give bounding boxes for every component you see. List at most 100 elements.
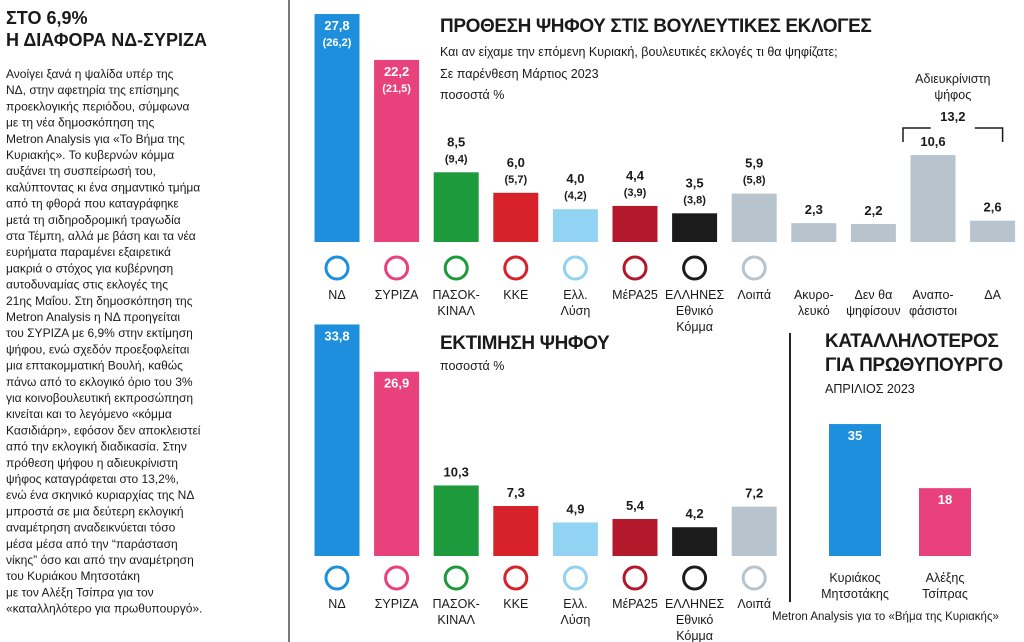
category-label: Κόμμα [676,320,713,334]
article-line: πάνω από το εκλογικό όριο του 3% [6,375,193,389]
category-label: Λύση [560,304,590,318]
article-line: στα Τέμπη, αλλά με βάση και τα νέα [6,229,196,243]
chart-subtitle: ποσοστά % [440,359,504,373]
value-label: 6,0 [507,155,525,170]
value-label: 8,5 [447,134,465,149]
bar [672,213,718,242]
value-label: 2,2 [864,203,882,218]
article-line: μπροστά σε μια δεύτερη εκλογική [6,504,184,518]
annotation-bracket [902,127,1004,142]
article-line: πρόθεση ψήφου η αδιευκρίνιστη [6,456,178,470]
category-label: ΜέΡΑ25 [612,597,658,611]
bar [791,223,837,242]
chart-subtitle: ΑΠΡΙΛΙΟΣ 2023 [825,382,915,396]
category-label: Εθνικό [676,613,713,627]
category-label: Αλέξης [926,571,965,585]
party-logo [682,255,708,281]
value-label: 35 [848,428,862,443]
category-label: ΜέΡΑ25 [612,288,658,302]
category-label: ΝΔ [328,288,345,302]
article-line: 21ης Μαΐου. Στη δημοσκόπηση της [6,294,193,308]
bar [612,205,658,242]
bar [374,59,420,243]
category-label: ΚΚΕ [503,597,528,611]
category-label: ΠΑΣΟΚ- [433,597,480,611]
party-logo [741,255,767,281]
category-label: ψηφίσουν [846,304,901,318]
category-label: Εθνικό [676,304,713,318]
category-label: ΚΙΝΑΛ [437,304,475,318]
category-label: Ακυρο- [794,288,834,302]
bar [552,209,598,242]
previous-value-label: (3,8) [683,194,706,206]
article-line: ΝΔ, στην αφετηρία της επίσημης [6,83,179,97]
value-label: 26,9 [384,376,409,391]
value-label: 5,9 [745,156,763,171]
previous-value-label: (5,8) [743,175,766,187]
value-label: 5,4 [626,498,645,513]
article-line: για κοινοβουλευτική εκπροσώπηση [6,391,193,405]
article-line: μετά τη σιδηροδρομική τραγωδία [6,213,181,227]
category-label: Δεν θα [854,288,892,302]
category-label: ΕΛΛΗΝΕΣ [665,597,724,611]
previous-value-label: (26,2) [323,37,352,49]
party-logo [384,565,410,591]
party-logo [443,255,469,281]
value-label: 2,3 [805,202,823,217]
category-label: Ελλ. [563,597,587,611]
bar [919,488,971,556]
category-label: φάσιστοι [909,304,957,318]
bar [493,192,539,242]
party-logo [562,565,588,591]
previous-value-label: (4,2) [564,190,587,202]
bar [374,371,420,556]
previous-value-label: (3,9) [624,187,647,199]
article-line: προεκλογικής περιόδου, σύμφωνα [6,99,189,113]
value-label: 33,8 [324,328,349,343]
annotation-title: Αδιευκρίνιστη [915,72,990,86]
value-label: 22,2 [384,64,409,79]
article-line: ψήφος καταγράφεται στο 13,2%, [6,472,179,486]
article-line: Ανοίγει ξανά η ψαλίδα υπέρ της [6,67,174,81]
article-line: αυξάνει τη συσπείρωσή του, [6,164,156,178]
chart-title: ΓΙΑ ΠΡΩΘΥΠΟΥΡΓΟ [825,355,1003,376]
category-label: ΚΚΕ [503,288,528,302]
value-label: 3,5 [686,175,704,190]
value-label: 4,2 [686,506,704,521]
article-line: Κυριακής». Το κυβερνών κόμμα [6,148,174,162]
previous-value-label: (9,4) [445,153,468,165]
bar [731,506,777,556]
party-logo [682,565,708,591]
article-line: ευρήματα παραμένει εξαιρετικά [6,245,171,259]
category-label: ΕΛΛΗΝΕΣ [665,288,724,302]
annotation-title: ψήφος [934,88,971,102]
party-logo [503,565,529,591]
category-label: Ελλ. [563,288,587,302]
value-label: 10,6 [920,134,945,149]
article-title: Η ΔΙΑΦΟΡΑ ΝΔ-ΣΥΡΙΖΑ [6,30,207,50]
category-label: Αναπο- [912,288,953,302]
bar [493,505,539,556]
article-line: του ΣΥΡΙΖΑ με 6,9% στην εκτίμηση [6,326,193,340]
source-note: Metron Analysis για το «Βήμα της Κυριακή… [772,611,999,623]
category-label: Κυριάκος [829,571,880,585]
bar [314,324,360,556]
category-label: ΝΔ [328,597,345,611]
article-line: «καταλληλότερο για πρωθυπουργό». [6,602,202,616]
article-line: από τη φθορά που καταγράφηκε [6,197,179,211]
bar [612,519,658,556]
article-line: αυτοδυναμίας στις εκλογές της [6,278,168,292]
value-label: 4,0 [566,171,584,186]
bar [970,220,1016,242]
chart-title: ΚΑΤΑΛΛΗΛΟΤΕΡΟΣ [825,331,998,352]
article-line: με τον Αλέξη Τσίπρα για τον [6,585,154,599]
article-line: Metron Analysis για «Το Βήμα της [6,132,185,146]
bar [433,172,479,242]
category-label: ΠΑΣΟΚ- [433,288,480,302]
previous-value-label: (5,7) [504,174,527,186]
category-label: ΣΥΡΙΖΑ [375,597,420,611]
article-line: Metron Analysis η ΝΔ προηγείται [6,310,180,324]
party-logo [443,565,469,591]
article-line: ψήφου, ενώ σχεδόν προεξοφλείται [6,342,190,356]
